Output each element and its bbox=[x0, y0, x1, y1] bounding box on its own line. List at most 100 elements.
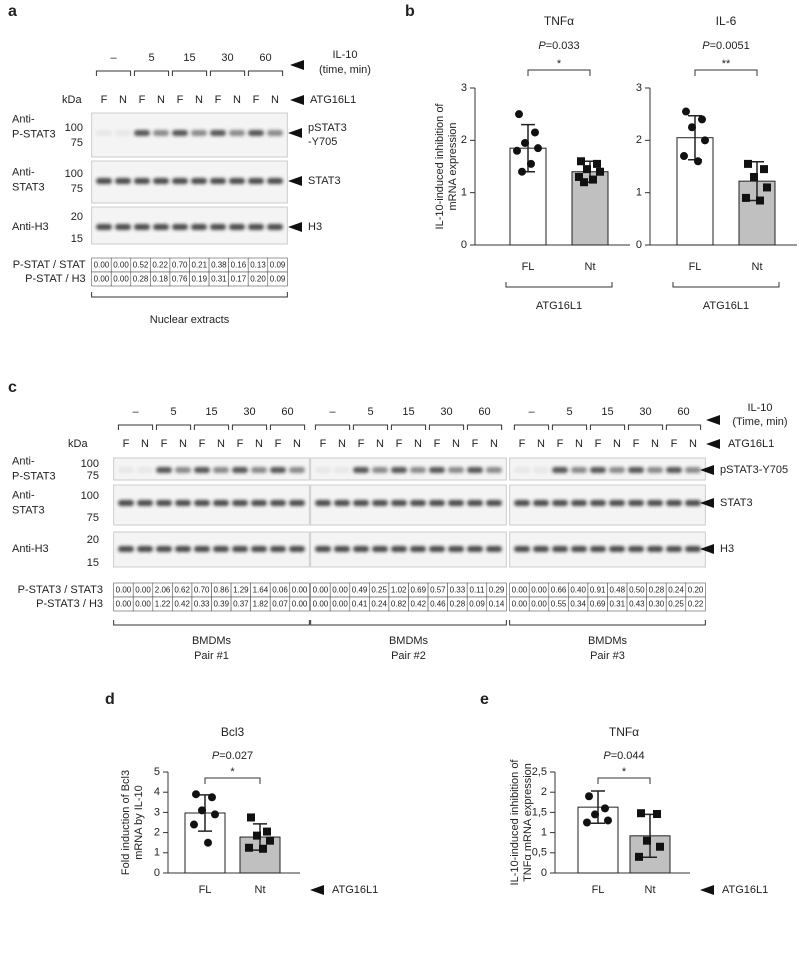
kda-marker: 20 bbox=[87, 534, 99, 546]
band bbox=[410, 546, 426, 552]
y-tick-label: 5 bbox=[154, 766, 160, 778]
y-tick-label: 2,5 bbox=[532, 766, 547, 778]
band bbox=[115, 130, 131, 136]
lane-label: N bbox=[689, 438, 697, 450]
y-tick-label: 2 bbox=[636, 134, 642, 146]
band bbox=[251, 500, 267, 506]
table-value: 0.37 bbox=[233, 600, 249, 609]
bracket bbox=[352, 424, 389, 430]
y-axis-label: IL-10-induced inhibition of bbox=[434, 103, 446, 230]
table-value: 1.29 bbox=[233, 586, 249, 595]
kda-marker: 75 bbox=[71, 183, 83, 195]
lane-label: F bbox=[215, 94, 222, 106]
bracket bbox=[193, 424, 230, 430]
data-point bbox=[656, 842, 664, 851]
band bbox=[172, 224, 188, 230]
band bbox=[137, 467, 153, 473]
bracket bbox=[672, 282, 780, 288]
band bbox=[194, 500, 210, 506]
band bbox=[210, 130, 226, 136]
table-value: 0.24 bbox=[668, 586, 684, 595]
band bbox=[571, 500, 587, 506]
band bbox=[134, 130, 150, 136]
lane-label: N bbox=[195, 94, 203, 106]
kda-marker: 15 bbox=[87, 557, 99, 569]
lane-label: F bbox=[237, 438, 244, 450]
band bbox=[194, 467, 210, 473]
x-tick-label: Nt bbox=[752, 261, 763, 273]
p-value: P=0.0051 bbox=[702, 40, 749, 52]
band bbox=[267, 224, 283, 230]
bracket bbox=[133, 70, 170, 76]
band bbox=[156, 546, 172, 552]
band bbox=[229, 178, 245, 184]
band bbox=[410, 467, 426, 473]
lane-label: N bbox=[141, 438, 149, 450]
table-value: 0.00 bbox=[313, 586, 329, 595]
band bbox=[429, 467, 445, 473]
bracket bbox=[155, 424, 192, 430]
bracket bbox=[91, 292, 288, 298]
band bbox=[647, 500, 663, 506]
kda-marker: 15 bbox=[71, 233, 83, 245]
band bbox=[609, 546, 625, 552]
kda-marker: 100 bbox=[65, 168, 83, 180]
band bbox=[647, 546, 663, 552]
table-value: 0.43 bbox=[629, 600, 645, 609]
data-point bbox=[750, 172, 758, 181]
antibody-label: Anti- bbox=[12, 166, 35, 178]
band bbox=[96, 130, 112, 136]
bracket bbox=[505, 282, 613, 288]
band bbox=[267, 178, 283, 184]
data-point bbox=[760, 165, 768, 174]
x-tick-label: FL bbox=[199, 884, 212, 896]
lane-label: F bbox=[434, 438, 441, 450]
band bbox=[248, 224, 264, 230]
y-tick-label: 3 bbox=[636, 82, 642, 94]
band bbox=[232, 546, 248, 552]
data-point bbox=[604, 816, 612, 825]
data-point bbox=[643, 836, 651, 845]
lane-label: F bbox=[472, 438, 479, 450]
y-tick-label: 1 bbox=[461, 187, 467, 199]
band bbox=[289, 500, 305, 506]
table-value: 0.31 bbox=[211, 275, 227, 284]
treatment-label: IL-10 bbox=[747, 402, 772, 414]
data-point bbox=[211, 810, 219, 819]
band bbox=[514, 500, 530, 506]
lane-label: N bbox=[119, 94, 127, 106]
y-tick-label: 0 bbox=[461, 239, 467, 251]
band bbox=[685, 467, 701, 473]
data-point bbox=[190, 820, 198, 829]
table-value: 0.00 bbox=[292, 586, 308, 595]
target-label: H3 bbox=[308, 221, 322, 233]
time-label: 5 bbox=[148, 52, 154, 64]
band bbox=[628, 500, 644, 506]
y-tick-label: 2 bbox=[461, 134, 467, 146]
lane-label: F bbox=[633, 438, 640, 450]
table-value: 1.02 bbox=[391, 586, 407, 595]
data-point bbox=[635, 852, 643, 861]
band bbox=[353, 546, 369, 552]
lane-label: F bbox=[557, 438, 564, 450]
y-tick-label: 1 bbox=[636, 187, 642, 199]
lane-label: N bbox=[452, 438, 460, 450]
genotype-label: ATG16L1 bbox=[310, 94, 356, 106]
panel-label: d bbox=[105, 691, 115, 708]
x-tick-label: FL bbox=[689, 261, 702, 273]
bracket bbox=[513, 424, 550, 430]
lane-label: F bbox=[320, 438, 327, 450]
time-label: – bbox=[329, 406, 336, 418]
blot bbox=[113, 457, 310, 481]
data-point bbox=[601, 804, 609, 813]
time-label: 15 bbox=[205, 406, 217, 418]
table-value: 0.30 bbox=[649, 600, 665, 609]
band bbox=[289, 467, 305, 473]
group-label: ATG16L1 bbox=[703, 300, 749, 312]
data-point bbox=[744, 159, 752, 168]
kda-label: kDa bbox=[62, 94, 82, 106]
data-point bbox=[591, 810, 599, 819]
band bbox=[486, 467, 502, 473]
time-label: 30 bbox=[440, 406, 452, 418]
time-label: 30 bbox=[639, 406, 651, 418]
